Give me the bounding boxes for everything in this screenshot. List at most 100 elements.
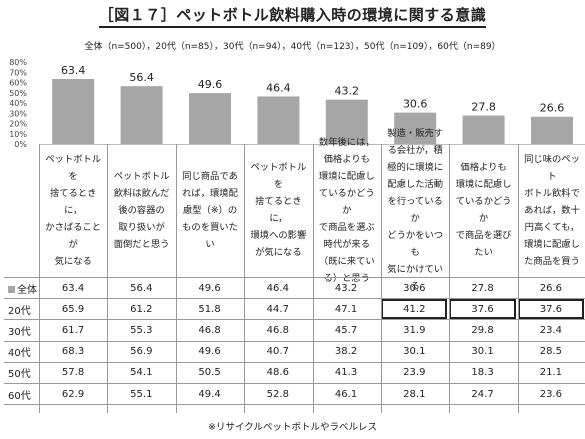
table-cell: 31.9 — [380, 319, 449, 342]
table-cell: 37.6 — [448, 298, 517, 321]
y-tick-label: 30% — [9, 109, 27, 118]
row-label: 60代 — [4, 382, 39, 406]
column-divider — [312, 144, 314, 413]
table-cell: 56.4 — [107, 276, 176, 299]
bar — [189, 93, 231, 144]
category-label: 同じ商品であ れば，環境配 慮型（※）の ものを買いたい — [182, 170, 238, 250]
data-label: 56.4 — [129, 71, 154, 84]
table-row: 全体 63.4 56.4 49.6 46.4 43.2 30.6 27.8 26.6 — [4, 276, 585, 299]
chart-title: ［図１７］ペットボトル飲料購入時の環境に関する意識 — [0, 4, 585, 28]
data-label: 43.2 — [335, 85, 360, 98]
bar — [120, 86, 163, 144]
row-label-text: 全体 — [17, 284, 37, 296]
table-cell: 50.5 — [175, 361, 244, 384]
row-label: 40代 — [4, 340, 39, 363]
table-cell: 61.7 — [38, 319, 108, 342]
bar — [462, 115, 505, 144]
table-row: 50代 57.8 54.1 50.5 48.6 41.3 23.9 18.3 21.1 — [4, 361, 585, 384]
category-label: ペットボトル 飲料は飲んだ 後の容器の 取り扱いが 面倒だと思う — [113, 170, 170, 250]
table-cell: 52.8 — [243, 382, 312, 406]
table-cell: 41.3 — [311, 361, 381, 384]
data-label: 63.4 — [61, 64, 86, 77]
data-label: 30.6 — [403, 98, 428, 111]
table-cell: 27.8 — [448, 276, 517, 299]
table-cell: 18.3 — [448, 361, 517, 384]
table-cell: 37.6 — [516, 298, 585, 321]
table-cell: 62.9 — [38, 382, 108, 406]
chart-subtitle: 全体（n=500），20代（n=85），30代（n=94），40代（n=123）… — [84, 42, 501, 52]
table-cell: 46.8 — [175, 319, 244, 342]
data-label: 46.4 — [266, 81, 291, 94]
table-cell: 45.7 — [311, 319, 381, 342]
bar — [257, 96, 300, 144]
table-cell: 23.6 — [516, 382, 585, 406]
y-tick-label: 60% — [9, 79, 27, 88]
table-row: 20代 65.9 61.2 51.8 44.7 47.1 41.2 37.6 37.6 — [4, 298, 585, 321]
table-cell: 54.1 — [107, 361, 176, 384]
table-cell: 28.1 — [380, 382, 449, 406]
row-label: 30代 — [4, 319, 39, 342]
data-label: 49.6 — [198, 78, 223, 91]
category-label: 製造・販売す る会社が，積 極的に環境に 配慮した活動 を行っているか どうかを… — [387, 128, 444, 292]
row-label: 20代 — [4, 298, 39, 320]
table-cell: 26.6 — [516, 276, 585, 299]
column-divider — [381, 144, 382, 413]
table-cell: 46.1 — [311, 382, 381, 406]
column-divider — [449, 144, 451, 413]
table-cell: 49.6 — [175, 340, 244, 363]
table-row: 60代 62.9 55.1 49.4 52.8 46.1 28.1 24.7 23.6 — [4, 382, 585, 406]
table-cell: 56.9 — [107, 340, 176, 363]
table-cell: 46.4 — [243, 276, 312, 299]
table-cell: 21.1 — [516, 361, 585, 384]
y-tick-label: 70% — [9, 68, 27, 77]
bar-chart: 80%70% 60%50%40%30% 20%10%0% 63.4 56.4 49.6 46… — [9, 58, 585, 149]
footnote: ※リサイクルペットボトルやラベルレス — [208, 422, 377, 433]
category-label: 価格よりも 環境に配慮し ているかどうか で商品を選び たい — [455, 162, 512, 258]
bar — [52, 79, 95, 144]
column-divider — [39, 144, 40, 413]
table-cell: 49.6 — [175, 276, 244, 299]
category-label: 同じ味のペット ボトル飲料で あれば，数十 円高くても， 環境に配慮し た商品を… — [524, 153, 580, 267]
y-tick-label: 20% — [9, 120, 27, 129]
column-divider — [244, 144, 246, 413]
table-cell: 41.2 — [380, 298, 449, 321]
table-row: 30代 61.7 55.3 46.8 46.8 45.7 31.9 29.8 23.4 — [4, 319, 585, 342]
row-label-text: 30代 — [8, 326, 31, 338]
y-tick-label: 80% — [9, 58, 27, 67]
table-cell: 48.6 — [243, 361, 312, 384]
table-cell: 28.5 — [516, 340, 585, 363]
data-label: 26.6 — [540, 102, 565, 115]
table-cell: 38.2 — [311, 340, 381, 363]
table-cell: 55.3 — [107, 319, 176, 342]
bar — [531, 116, 573, 144]
category-label: 数年後には， 価格よりも 環境に配慮し ているかどうか で商品を選ぶ 時代が来る… — [318, 137, 375, 284]
table-cell: 44.7 — [243, 298, 312, 320]
table-cell: 49.4 — [175, 382, 244, 406]
bar — [325, 99, 368, 144]
table-cell: 30.1 — [448, 340, 517, 363]
category-label: ペットボトルを 捨てるときに， かさばることが 気になる — [45, 153, 102, 267]
table-cell: 23.4 — [516, 319, 585, 342]
data-table: 全体 63.4 56.4 49.6 46.4 43.2 30.6 27.8 26.6 20代 65.… — [4, 276, 585, 406]
table-cell: 46.8 — [243, 319, 312, 342]
row-label: 50代 — [4, 361, 39, 384]
table-cell: 47.1 — [311, 298, 381, 320]
legend-swatch — [8, 285, 15, 293]
y-tick-label: 50% — [9, 89, 27, 98]
row-label-text: 60代 — [8, 390, 31, 402]
table-cell: 61.2 — [107, 298, 176, 320]
table-cell: 30.1 — [380, 340, 449, 363]
bar — [394, 112, 437, 144]
y-tick-label: 40% — [9, 99, 27, 108]
table-cell: 68.3 — [38, 340, 108, 363]
row-label: 全体 — [4, 276, 39, 299]
y-tick-label: 10% — [9, 130, 27, 139]
table-cell: 23.9 — [380, 361, 449, 384]
column-divider — [107, 144, 109, 413]
table-cell: 40.7 — [243, 340, 312, 363]
table-cell: 43.2 — [311, 276, 381, 299]
table-row: 40代 68.3 56.9 49.6 40.7 38.2 30.1 30.1 28.5 — [4, 340, 585, 363]
column-divider — [517, 144, 519, 413]
row-label-text: 20代 — [8, 305, 31, 317]
y-tick-label: 0% — [14, 140, 27, 149]
